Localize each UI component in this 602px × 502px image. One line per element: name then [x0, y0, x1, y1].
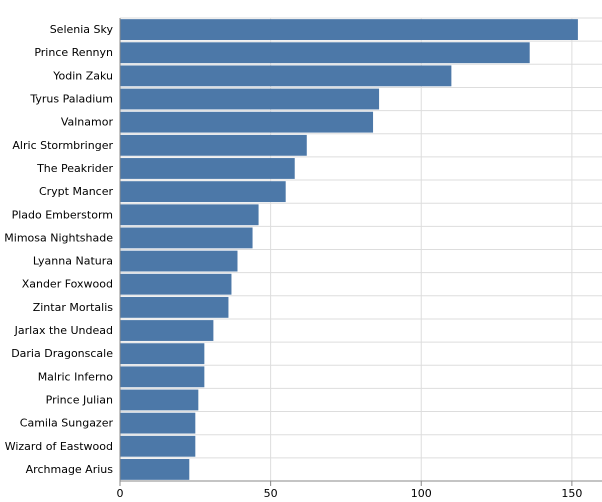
bar [120, 227, 253, 249]
bar [120, 42, 530, 64]
category-label: Zintar Mortalis [33, 301, 114, 314]
category-label: Daria Dragonscale [11, 347, 113, 360]
category-label: Selenia Sky [50, 23, 114, 36]
bar [120, 412, 196, 434]
x-tick-label: 0 [117, 487, 124, 500]
category-label: Plado Emberstorm [12, 208, 113, 221]
bar [120, 158, 295, 179]
x-tick-label: 100 [411, 487, 432, 500]
category-label: Camila Sungazer [20, 417, 114, 430]
category-label: Prince Rennyn [34, 46, 113, 59]
bars [120, 19, 578, 480]
bar [120, 181, 286, 203]
bar [120, 296, 229, 318]
bar [120, 435, 196, 457]
category-label: Malric Inferno [38, 370, 114, 383]
bar [120, 459, 190, 480]
bar [120, 250, 238, 272]
x-axis: 0 50 100 150 [117, 18, 602, 500]
bar [120, 273, 232, 295]
bar [120, 343, 205, 365]
x-tick-label: 50 [264, 487, 278, 500]
bar [120, 111, 374, 133]
category-label: Alric Stormbringer [12, 139, 113, 152]
category-label: Prince Julian [46, 393, 113, 406]
category-label: Valnamor [61, 116, 114, 129]
bar [120, 134, 307, 156]
category-label: The Peakrider [36, 162, 113, 175]
x-tick-label: 150 [561, 487, 582, 500]
bar [120, 366, 205, 388]
category-label: Lyanna Natura [33, 255, 113, 268]
category-label: Jarlax the Undead [14, 324, 113, 337]
category-label: Crypt Mancer [39, 185, 114, 198]
category-label: Tyrus Paladium [29, 93, 113, 106]
bar [120, 19, 578, 40]
category-label: Xander Foxwood [22, 278, 113, 291]
bar [120, 88, 380, 110]
bar [120, 204, 259, 226]
category-labels: Selenia Sky Prince Rennyn Yodin Zaku Tyrus … [4, 23, 113, 476]
bar [120, 389, 199, 411]
category-label: Mimosa Nightshade [4, 231, 113, 244]
category-label: Archmage Arius [26, 463, 114, 476]
bar [120, 65, 452, 87]
gridlines [119, 17, 602, 482]
category-label: Yodin Zaku [52, 69, 113, 82]
bar [120, 320, 214, 341]
category-label: Wizard of Eastwood [5, 440, 113, 453]
